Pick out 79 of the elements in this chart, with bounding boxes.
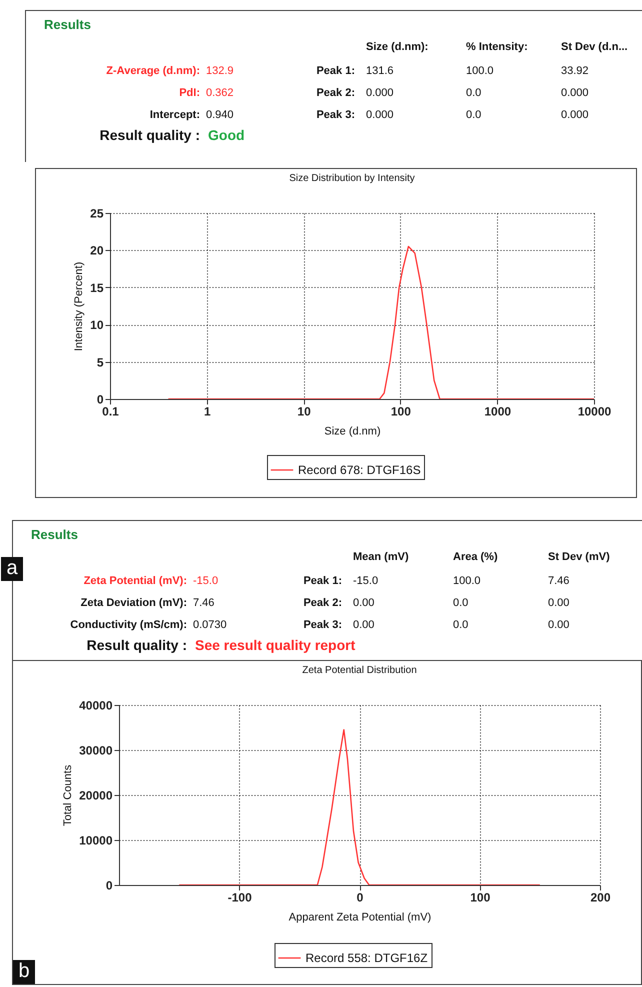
x-tick-label: 100 [470,890,491,904]
y-tick-label: 10000 [79,834,113,848]
text: Results [31,527,78,542]
text: -15.0 [193,575,218,587]
text: Mean (mV) [353,551,409,563]
text: 0.00 [548,597,570,609]
text: 7.46 [193,597,214,609]
text: 131.6 [366,65,394,77]
text: Zeta Potential (mV): [84,575,187,587]
text: 0.362 [206,87,234,99]
text: 0.0 [453,597,468,609]
text: -15.0 [353,575,378,587]
x-tick-label: 1000 [484,404,512,418]
text: Peak 3: [303,619,342,631]
text: 0.0 [466,87,482,99]
chart-title: Zeta Potential Distribution [302,665,417,676]
x-tick-label: -100 [228,890,252,904]
text: 0.00 [548,619,570,631]
text: Area (%) [453,551,498,563]
text: 0.000 [561,87,589,99]
text: Size (d.nm): [366,41,428,53]
x-tick-label: 100 [390,404,412,418]
text: 0.0730 [193,619,227,631]
text: Conductivity (mS/cm): [70,619,187,631]
y-axis-title: Total Counts [62,764,74,826]
text: Peak 1: [303,575,342,587]
text: 0.0 [453,619,468,631]
chart-title: Size Distribution by Intensity [289,173,415,184]
text: Good [208,127,245,143]
y-tick-label: 0 [96,392,104,406]
text: % Intensity: [466,41,528,53]
text: Peak 2: [303,597,342,609]
y-tick-label: 5 [96,355,104,370]
text: 132.9 [206,65,234,77]
y-tick-label: 20 [90,244,104,258]
text: Result quality : [100,127,200,143]
text: 100.0 [453,575,481,587]
text: 100.0 [466,65,494,77]
text: 33.92 [561,65,589,77]
text: St Dev (d.n... [561,41,628,53]
text: Results [44,17,91,32]
x-tick-label: 0 [356,890,364,904]
text: 0.000 [366,109,394,121]
text: 0.00 [353,597,374,609]
y-tick-label: 25 [90,206,104,220]
x-axis-title: Size (d.nm) [324,426,381,438]
x-tick-label: 1 [204,404,211,418]
text: St Dev (mV) [548,551,610,563]
x-tick-label: 10000 [578,404,612,418]
y-tick-label: 0 [106,878,113,892]
x-tick-label: 200 [590,890,611,904]
text: PdI: [179,87,200,99]
x-axis-title: Apparent Zeta Potential (mV) [288,912,432,924]
legend-label: Record 558: DTGF16Z [306,951,428,965]
y-tick-label: 15 [90,280,104,295]
text: Zeta Deviation (mV): [80,597,187,609]
panel-letter: b [13,960,35,984]
y-tick-label: 40000 [79,698,113,712]
y-tick-label: 30000 [79,744,113,758]
text: Intercept: [150,109,200,121]
text: 0.00 [353,619,374,631]
text: See result quality report [195,637,356,653]
x-tick-label: 10 [297,404,312,418]
y-tick-label: 10 [90,318,104,332]
text: 0.000 [561,109,589,121]
text: 0.0 [466,109,482,121]
text: Peak 1: [316,65,355,77]
text: Result quality : [86,637,187,653]
text: Z-Average (d.nm): [106,65,200,77]
text: 0.000 [366,87,394,99]
x-tick-label: 0.1 [102,404,120,418]
text: Peak 3: [316,109,355,121]
y-tick-label: 20000 [79,788,113,802]
text: 0.940 [206,109,234,121]
text: a [1,557,23,581]
text: Peak 2: [316,87,355,99]
y-axis-title: Intensity (Percent) [73,262,86,352]
text: 7.46 [548,575,570,587]
legend-label: Record 678: DTGF16S [298,463,421,477]
